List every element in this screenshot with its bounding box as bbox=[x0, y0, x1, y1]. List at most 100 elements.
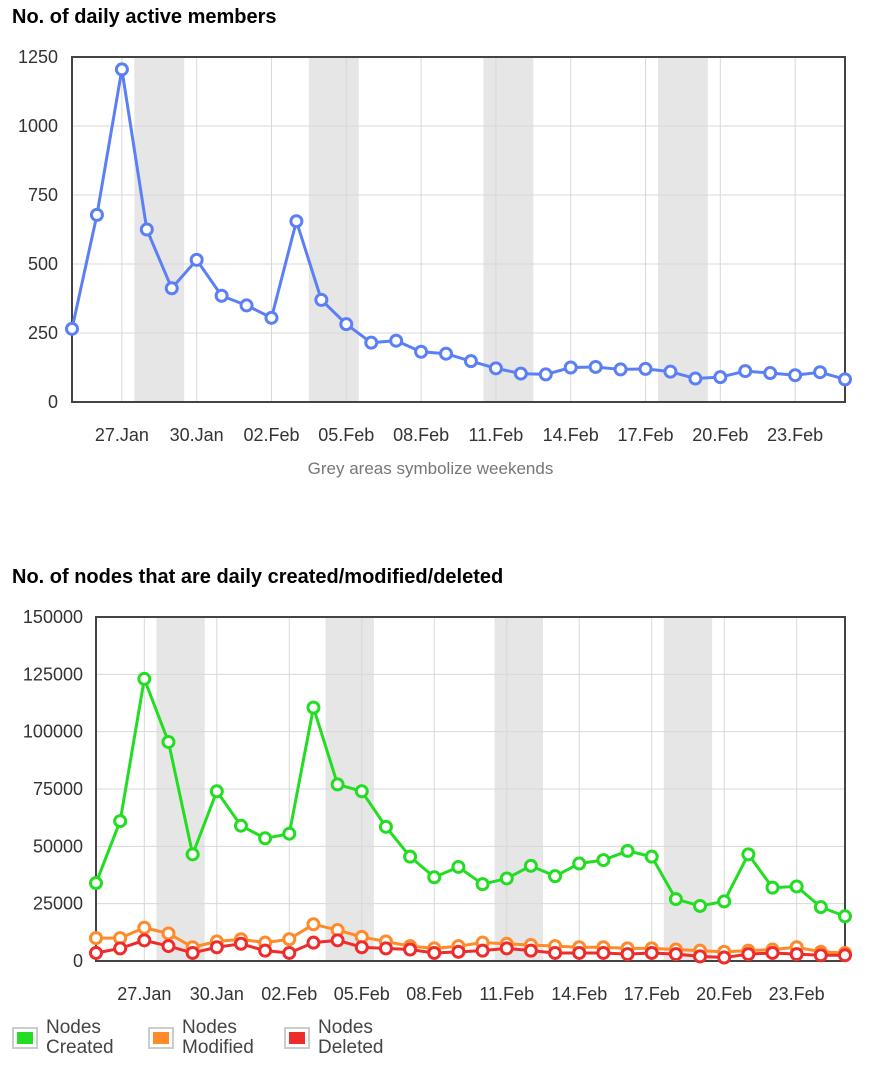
members-xtick-label-4: 08.Feb bbox=[393, 425, 449, 445]
nodes-series-0-point-11 bbox=[354, 784, 369, 799]
members-ytick-label-5: 1250 bbox=[18, 47, 58, 67]
members-series-0-point-20 bbox=[563, 360, 578, 375]
nodes-series-0-point-14 bbox=[427, 870, 442, 885]
nodes-series-2-point-27 bbox=[741, 947, 756, 962]
nodes-series-0-point-1 bbox=[113, 814, 128, 829]
members-series-0-point-19 bbox=[538, 367, 553, 382]
nodes-ytick-label-0: 0 bbox=[73, 951, 83, 971]
nodes-series-2-point-5 bbox=[209, 940, 224, 955]
nodes-xtick-label-7: 17.Feb bbox=[624, 984, 680, 1004]
legend-item-created[interactable]: Nodes Created bbox=[12, 1018, 136, 1058]
members-series-0-point-11 bbox=[339, 317, 354, 332]
nodes-series-0-point-25 bbox=[693, 898, 708, 913]
nodes-xtick-label-4: 08.Feb bbox=[406, 984, 462, 1004]
nodes-series-2-point-18 bbox=[523, 943, 538, 958]
chart-title-active-members: No. of daily active members bbox=[12, 6, 277, 28]
nodes-series-0-point-10 bbox=[330, 777, 345, 792]
nodes-series-2-point-31 bbox=[838, 948, 852, 963]
nodes-ytick-label-3: 75000 bbox=[33, 779, 83, 799]
legend-swatch-modified bbox=[148, 1027, 174, 1049]
nodes-series-0-point-24 bbox=[668, 892, 683, 907]
nodes-series-0-point-2 bbox=[137, 671, 152, 686]
nodes-series-2-point-25 bbox=[693, 949, 708, 964]
members-series-0-point-8 bbox=[264, 310, 279, 325]
legend-label-modified: Nodes Modified bbox=[182, 1017, 254, 1058]
nodes-series-2-point-8 bbox=[282, 945, 297, 960]
legend-item-deleted[interactable]: Nodes Deleted bbox=[284, 1018, 408, 1058]
nodes-series-0-point-16 bbox=[475, 877, 490, 892]
nodes-xtick-label-2: 02.Feb bbox=[261, 984, 317, 1004]
nodes-series-0-point-5 bbox=[209, 784, 224, 799]
nodes-series-2-point-19 bbox=[548, 945, 563, 960]
nodes-series-0-point-6 bbox=[233, 818, 248, 833]
nodes-series-2-point-9 bbox=[306, 935, 321, 950]
nodes-ytick-label-1: 25000 bbox=[33, 894, 83, 914]
members-series-0-point-9 bbox=[289, 214, 304, 229]
nodes-series-2-point-4 bbox=[185, 945, 200, 960]
members-weekend-band-3 bbox=[657, 57, 708, 402]
members-series-0-point-0 bbox=[65, 321, 79, 336]
chart-title-nodes: No. of nodes that are daily created/modi… bbox=[12, 566, 504, 588]
legend-item-modified[interactable]: Nodes Modified bbox=[148, 1018, 272, 1058]
nodes-series-0-point-15 bbox=[451, 859, 466, 874]
nodes-xtick-label-3: 05.Feb bbox=[334, 984, 390, 1004]
nodes-series-0-point-26 bbox=[717, 894, 732, 909]
members-series-0-point-17 bbox=[488, 361, 503, 376]
nodes-series-0-point-17 bbox=[499, 871, 514, 886]
nodes-series-2-point-13 bbox=[403, 942, 418, 957]
nodes-series-0-point-7 bbox=[258, 831, 273, 846]
legend-swatch-created bbox=[12, 1027, 38, 1049]
nodes-series-0-point-22 bbox=[620, 843, 635, 858]
nodes-xtick-label-8: 20.Feb bbox=[696, 984, 752, 1004]
members-series-0-point-26 bbox=[713, 370, 728, 385]
members-xtick-label-2: 02.Feb bbox=[243, 425, 299, 445]
members-series-0-point-27 bbox=[738, 364, 753, 379]
members-series-0-point-3 bbox=[139, 222, 154, 237]
nodes-series-2-point-1 bbox=[113, 941, 128, 956]
nodes-series-1-point-9 bbox=[306, 917, 321, 932]
members-xtick-label-7: 17.Feb bbox=[617, 425, 673, 445]
nodes-ytick-label-2: 50000 bbox=[33, 836, 83, 856]
nodes-ytick-label-5: 125000 bbox=[23, 664, 83, 684]
members-series-0-point-7 bbox=[239, 298, 254, 313]
nodes-series-2-point-7 bbox=[258, 943, 273, 958]
members-xtick-label-0: 27.Jan bbox=[95, 425, 149, 445]
nodes-series-line-0 bbox=[94, 677, 846, 918]
legend: Nodes Created Nodes Modified Nodes Delet… bbox=[12, 1018, 408, 1058]
nodes-series-2-point-29 bbox=[789, 947, 804, 962]
nodes-series-2-point-24 bbox=[668, 947, 683, 962]
members-series-0-point-16 bbox=[463, 354, 478, 369]
members-ytick-label-0: 0 bbox=[48, 392, 58, 412]
nodes-series-2-point-28 bbox=[765, 945, 780, 960]
nodes-series-0-point-29 bbox=[789, 879, 804, 894]
members-series-0-point-25 bbox=[688, 371, 703, 386]
members-series-0-point-23 bbox=[638, 361, 653, 376]
nodes-series-0-point-31 bbox=[838, 909, 852, 924]
nodes-series-0-point-18 bbox=[523, 858, 538, 873]
nodes-xtick-label-1: 30.Jan bbox=[190, 984, 244, 1004]
nodes-plot-frame bbox=[95, 616, 846, 962]
nodes-series-2-point-6 bbox=[233, 936, 248, 951]
nodes-series-2-point-26 bbox=[717, 950, 732, 965]
nodes-series-2-point-22 bbox=[620, 947, 635, 962]
members-plot-frame bbox=[71, 56, 846, 403]
nodes-series-0-point-13 bbox=[403, 849, 418, 864]
members-xtick-label-6: 14.Feb bbox=[543, 425, 599, 445]
nodes-series-0-point-9 bbox=[306, 700, 321, 715]
nodes-series-2-point-30 bbox=[813, 948, 828, 963]
nodes-series-2-point-11 bbox=[354, 940, 369, 955]
members-series-0-point-22 bbox=[613, 362, 628, 377]
nodes-ytick-label-4: 100000 bbox=[23, 722, 83, 742]
members-ytick-label-2: 500 bbox=[28, 254, 58, 274]
nodes-series-0-point-8 bbox=[282, 826, 297, 841]
members-series-0-point-18 bbox=[513, 366, 528, 381]
nodes-series-1-point-3 bbox=[161, 926, 176, 941]
nodes-series-2-point-2 bbox=[137, 933, 152, 948]
members-weekend-band-2 bbox=[483, 57, 534, 402]
members-ytick-label-4: 1000 bbox=[18, 116, 58, 136]
members-xaxis-note: Grey areas symbolize weekends bbox=[308, 459, 554, 478]
nodes-series-0-point-28 bbox=[765, 880, 780, 895]
legend-swatch-deleted bbox=[284, 1027, 310, 1049]
nodes-series-2-point-0 bbox=[89, 945, 103, 960]
